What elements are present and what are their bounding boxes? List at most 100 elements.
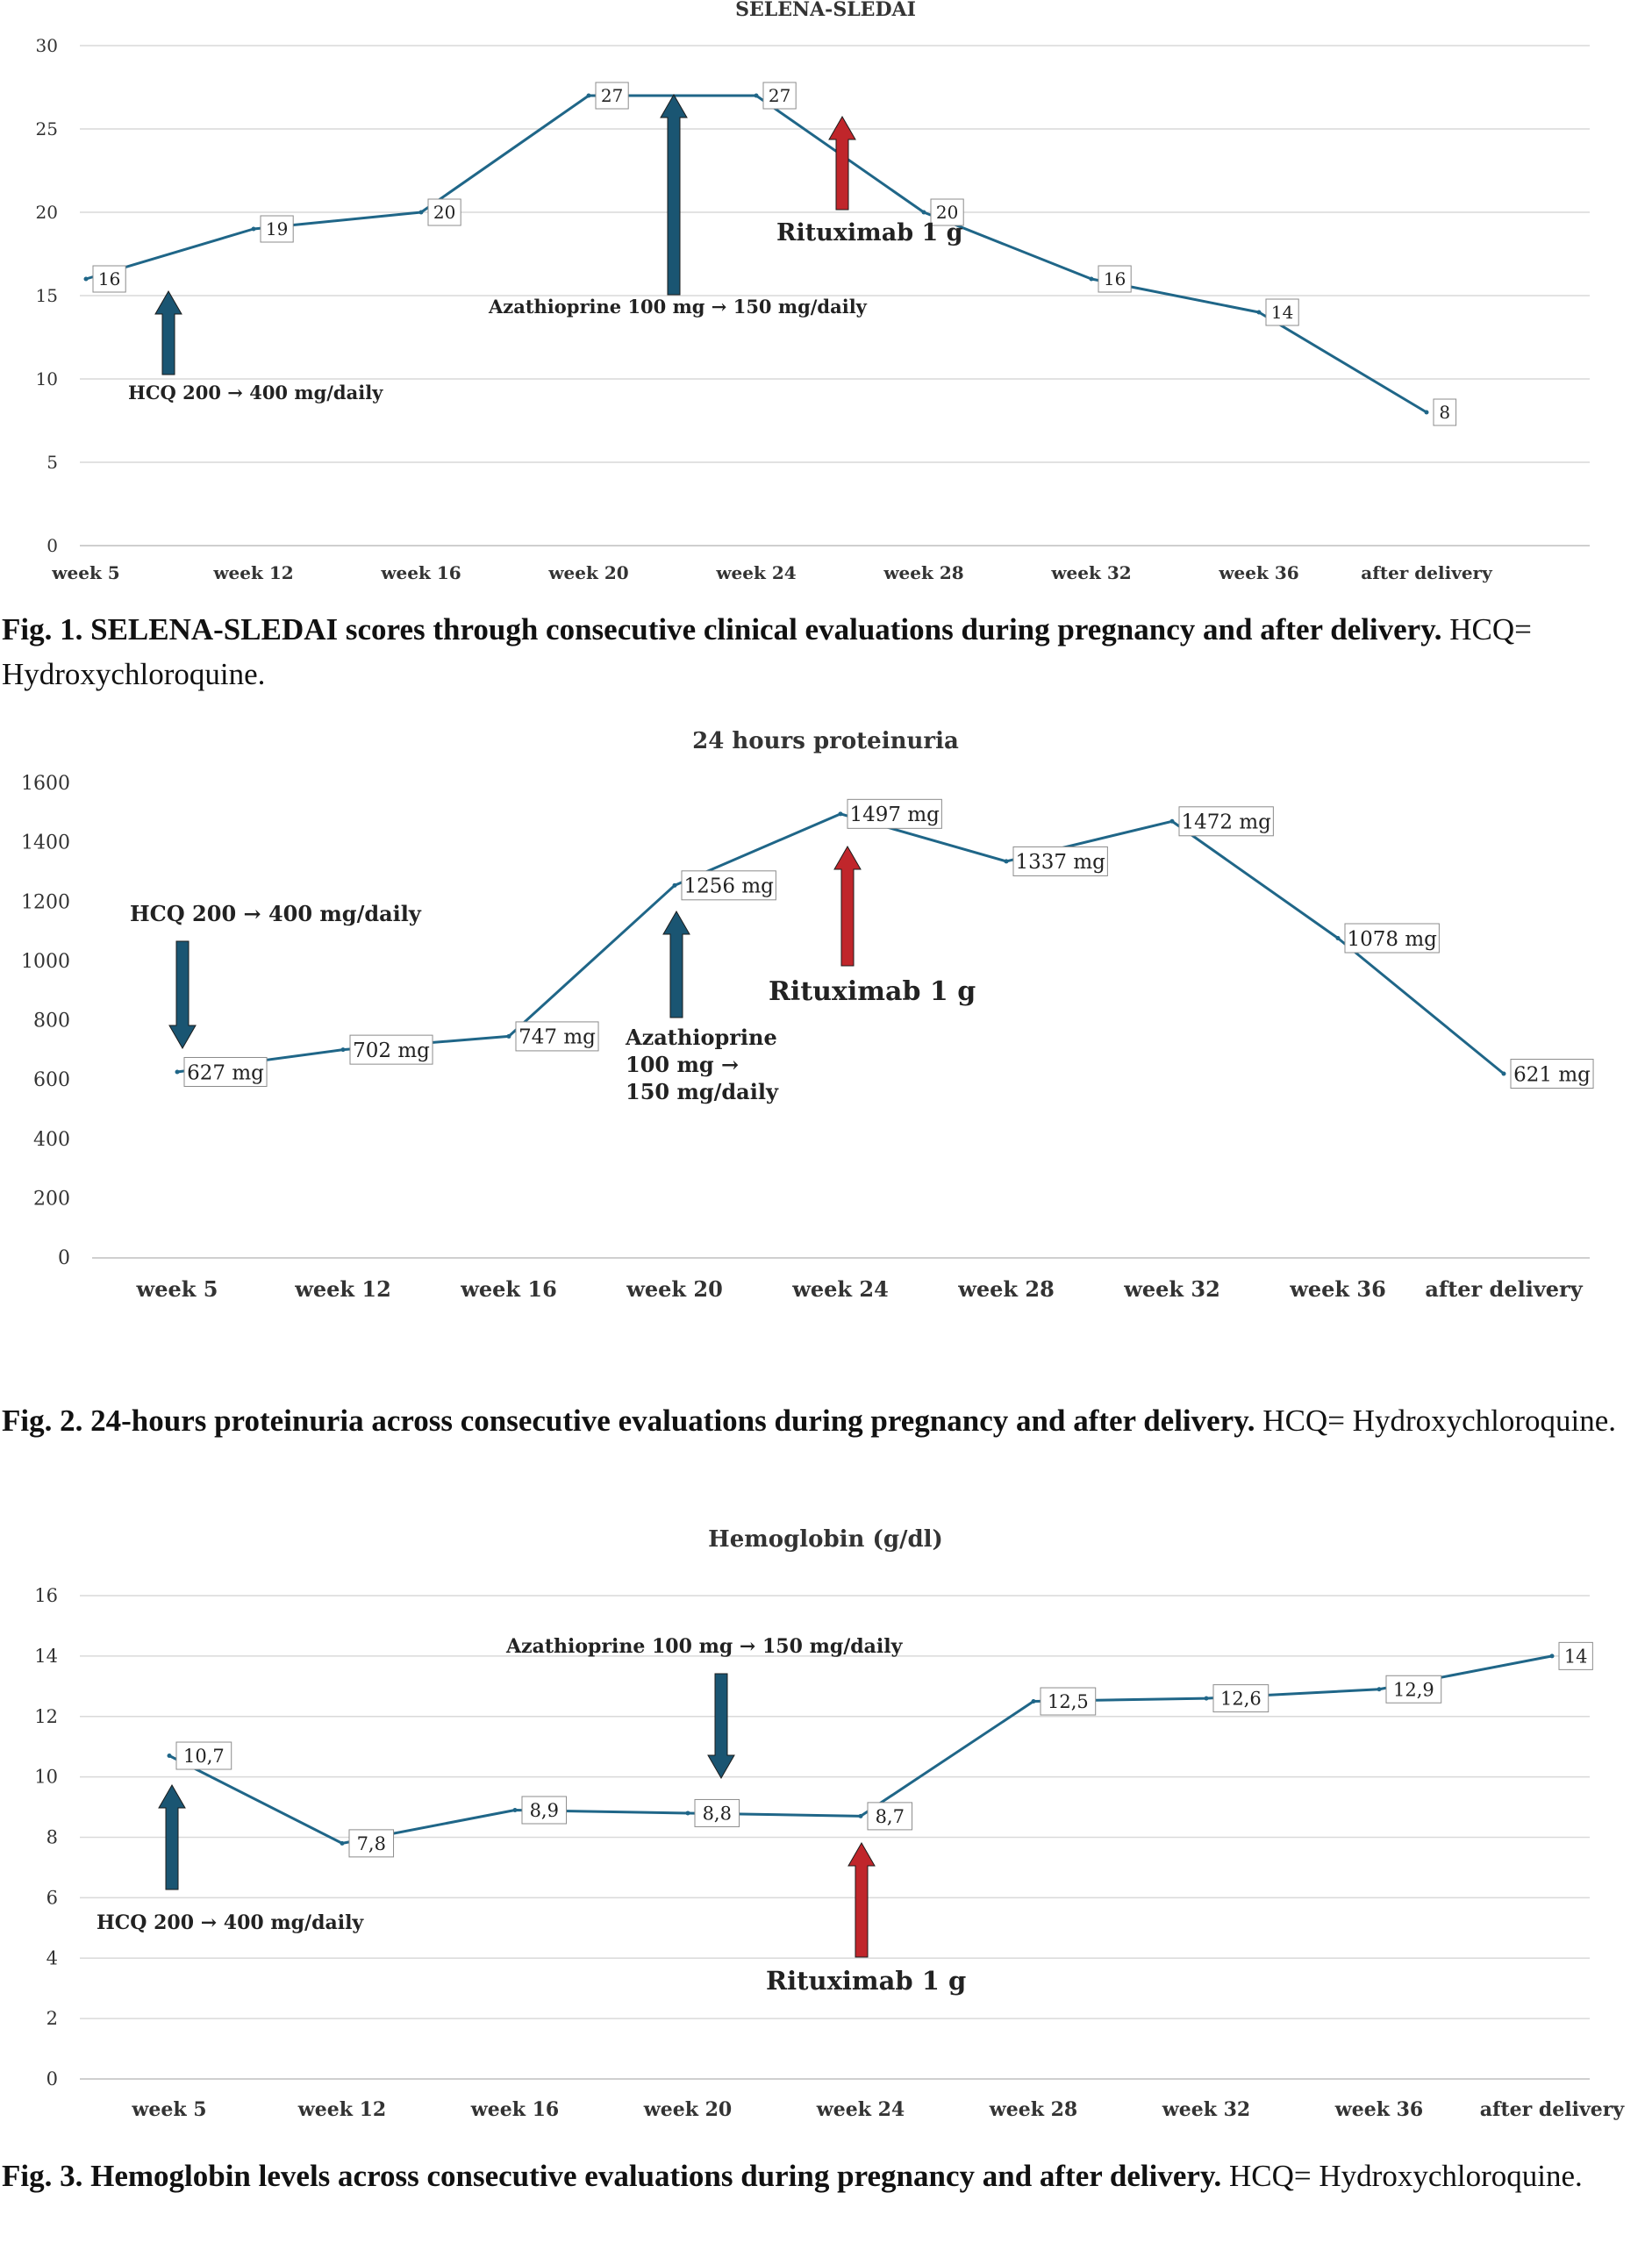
data-label: 12,6 xyxy=(1220,1689,1262,1710)
y-tick-label: 30 xyxy=(36,35,58,56)
x-tick-label: week 24 xyxy=(791,1276,889,1302)
data-label-box xyxy=(1098,265,1132,293)
data-point xyxy=(1256,310,1262,315)
data-point xyxy=(1501,1071,1506,1076)
y-tick-label: 400 xyxy=(33,1129,70,1151)
data-label: 1256 mg xyxy=(683,875,774,898)
series-line xyxy=(176,812,1505,1075)
data-point xyxy=(1424,410,1429,415)
data-point xyxy=(340,1047,346,1053)
annotation-text: Rituximab 1 g xyxy=(769,976,976,1007)
x-tick-label: week 12 xyxy=(212,562,293,583)
data-point xyxy=(1169,818,1175,824)
data-label: 20 xyxy=(936,202,958,223)
y-tick-label: 2 xyxy=(46,2008,58,2029)
data-label: 627 mg xyxy=(187,1061,264,1084)
data-label: 1472 mg xyxy=(1181,811,1271,834)
fig2-caption: Fig. 2. 24-hours proteinuria across cons… xyxy=(2,1398,1647,1443)
data-point xyxy=(1004,859,1009,864)
x-tick-label: week 36 xyxy=(1218,562,1298,583)
y-tick-label: 800 xyxy=(33,1011,70,1032)
data-label-box xyxy=(1212,1684,1269,1713)
x-tick-label: week 5 xyxy=(136,1276,218,1302)
y-tick-label: 25 xyxy=(36,118,58,139)
data-label-box xyxy=(175,1741,232,1770)
x-tick-label: after delivery xyxy=(1425,1276,1583,1302)
y-tick-label: 12 xyxy=(34,1706,58,1727)
y-tick-label: 8 xyxy=(46,1827,58,1848)
data-point xyxy=(512,1808,518,1813)
x-tick-label: after delivery xyxy=(1480,2098,1626,2121)
y-tick-label: 200 xyxy=(33,1188,70,1210)
x-tick-label: week 24 xyxy=(715,562,796,583)
y-tick-label: 1400 xyxy=(21,832,70,854)
data-point xyxy=(838,811,843,817)
y-tick-label: 0 xyxy=(46,535,58,556)
data-point xyxy=(672,882,677,888)
data-label-box xyxy=(1012,846,1108,876)
data-label-box xyxy=(1385,1675,1442,1704)
x-tick-label: week 24 xyxy=(816,2098,905,2121)
data-point xyxy=(1549,1654,1555,1659)
data-label: 27 xyxy=(769,85,790,106)
x-tick-label: week 16 xyxy=(460,1276,557,1302)
data-point xyxy=(1031,1699,1036,1704)
x-tick-label: week 20 xyxy=(643,2098,732,2121)
blue-arrow-icon xyxy=(158,1783,186,1890)
data-label: 1337 mg xyxy=(1015,851,1105,874)
y-tick-label: 600 xyxy=(33,1069,70,1091)
x-tick-label: week 12 xyxy=(294,1276,391,1302)
data-label-box xyxy=(1265,298,1299,326)
x-tick-label: after delivery xyxy=(1361,562,1493,583)
data-point xyxy=(921,210,926,215)
data-label-box xyxy=(595,82,629,110)
fig1-caption-normal: HCQ= Hydroxychloroquine. xyxy=(2,612,1532,691)
data-label: 12,9 xyxy=(1393,1679,1434,1700)
fig1-caption: Fig. 1. SELENA-SLEDAI scores through con… xyxy=(2,607,1647,696)
fig3-caption-normal: HCQ= Hydroxychloroquine. xyxy=(1221,2159,1583,2193)
data-label: 16 xyxy=(98,268,120,289)
data-label-box xyxy=(427,198,461,226)
blue-arrow-icon xyxy=(154,289,182,375)
chart-2: 24 hours proteinuria 0 200 400 600 800 1000 120… xyxy=(21,728,1594,1302)
data-label: 27 xyxy=(601,85,623,106)
series-line xyxy=(85,94,1427,414)
y-tick-label: 20 xyxy=(36,202,58,223)
data-label: 1078 mg xyxy=(1347,928,1437,951)
y-tick-label: 0 xyxy=(46,2068,58,2089)
data-point xyxy=(418,210,424,215)
annotation-text: HCQ 200 → 400 mg/daily xyxy=(128,382,383,404)
data-point xyxy=(1335,936,1341,941)
data-label-box xyxy=(515,1021,599,1052)
blue-arrow-icon xyxy=(660,93,688,296)
data-point xyxy=(506,1033,511,1039)
data-point xyxy=(340,1840,345,1846)
chart-title: SELENA-SLEDAI xyxy=(735,0,916,21)
chart-title: 24 hours proteinuria xyxy=(692,728,959,754)
x-tick-label: week 5 xyxy=(131,2098,206,2121)
data-label: 8,8 xyxy=(703,1804,732,1825)
data-label-box xyxy=(1040,1687,1097,1716)
y-tick-label: 5 xyxy=(46,452,58,473)
x-tick-label: week 16 xyxy=(380,562,461,583)
annotation-text: Azathioprine xyxy=(625,1025,777,1050)
blue-arrow-icon xyxy=(662,910,690,1018)
data-label: 621 mg xyxy=(1513,1063,1591,1086)
data-label-box xyxy=(349,1034,433,1065)
y-tick-label: 1200 xyxy=(21,891,70,913)
data-label-box xyxy=(694,1798,740,1827)
data-label: 8 xyxy=(1439,402,1450,423)
red-arrow-icon xyxy=(847,1841,876,1958)
red-arrow-icon xyxy=(828,115,856,211)
x-tick-label: week 32 xyxy=(1162,2098,1250,2121)
data-point xyxy=(251,226,256,232)
y-tick-label: 14 xyxy=(34,1646,58,1667)
fig2-caption-bold: Fig. 2. 24-hours proteinuria across cons… xyxy=(2,1404,1255,1438)
y-tick-label: 1600 xyxy=(21,773,70,795)
y-tick-label: 10 xyxy=(34,1767,58,1788)
annotation-text: HCQ 200 → 400 mg/daily xyxy=(130,901,422,926)
y-tick-label: 6 xyxy=(46,1887,58,1908)
data-label-box xyxy=(867,1802,913,1831)
data-label: 10,7 xyxy=(183,1746,225,1767)
